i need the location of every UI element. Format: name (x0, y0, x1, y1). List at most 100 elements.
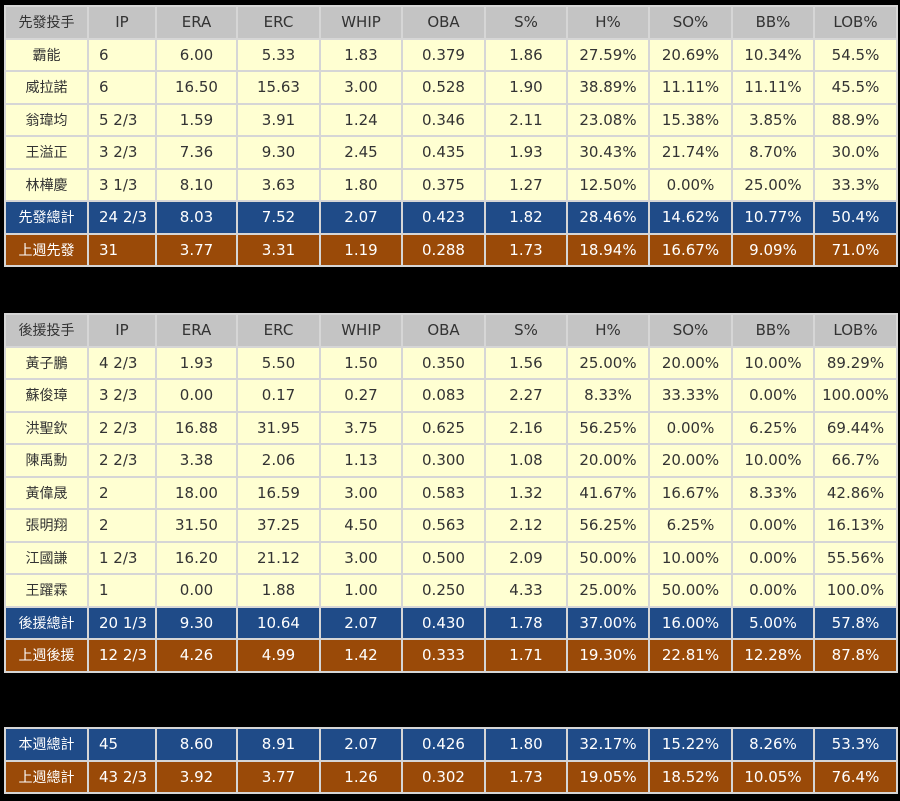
stat-cell: 16.13% (813, 508, 898, 543)
stat-cell: 12.50% (566, 167, 650, 202)
stat-cell: 30.43% (566, 135, 650, 170)
stat-cell: 1.78 (484, 605, 568, 640)
stat-cell: 25.00% (731, 167, 815, 202)
stat-cell: 15.22% (648, 727, 733, 762)
column-header: S% (484, 313, 568, 348)
stat-cell: 100.0% (813, 573, 898, 608)
row-label: 王躍霖 (4, 573, 89, 608)
stat-cell: 10.00% (731, 443, 815, 478)
stat-cell: 1.82 (484, 200, 568, 235)
row-label: 陳禹勳 (4, 443, 89, 478)
stat-cell: 16.67% (648, 232, 733, 267)
total-row: 後援總計 20 1/3 9.30 10.64 2.07 0.430 1.78 37.00% 16… (4, 605, 898, 640)
stat-cell: 32.17% (566, 727, 650, 762)
stat-cell: 10.34% (731, 37, 815, 72)
stat-cell: 1.71 (484, 638, 568, 673)
stat-cell: 4 2/3 (87, 345, 157, 380)
stat-cell: 50.00% (648, 573, 733, 608)
stat-cell: 0.288 (401, 232, 486, 267)
total-row: 先發總計 24 2/3 8.03 7.52 2.07 0.423 1.82 28.46% 14.… (4, 200, 898, 235)
row-label: 霸能 (4, 37, 89, 72)
column-header: ERC (236, 5, 321, 40)
stat-cell: 0.083 (401, 378, 486, 413)
stat-cell: 1.93 (155, 345, 238, 380)
stat-cell: 20 1/3 (87, 605, 157, 640)
stat-cell: 31.95 (236, 410, 321, 445)
stat-cell: 10.64 (236, 605, 321, 640)
pitcher-row: 張明翔 2 31.50 37.25 4.50 0.563 2.12 56.25% 6.25% 0.… (4, 508, 898, 543)
pitcher-row: 黃子鵬 4 2/3 1.93 5.50 1.50 0.350 1.56 25.00% 20.00… (4, 345, 898, 380)
stat-cell: 8.60 (155, 727, 238, 762)
stat-cell: 0.00% (731, 508, 815, 543)
row-label: 江國謙 (4, 540, 89, 575)
stat-cell: 8.70% (731, 135, 815, 170)
stat-cell: 21.12 (236, 540, 321, 575)
stat-cell: 2.09 (484, 540, 568, 575)
stat-cell: 1.93 (484, 135, 568, 170)
column-header: LOB% (813, 5, 898, 40)
stat-cell: 2.27 (484, 378, 568, 413)
stat-cell: 3.77 (155, 232, 238, 267)
stat-cell: 2.11 (484, 102, 568, 137)
stat-cell: 71.0% (813, 232, 898, 267)
stat-cell: 3 2/3 (87, 378, 157, 413)
stat-cell: 2.07 (319, 605, 403, 640)
stat-cell: 1.88 (236, 573, 321, 608)
stat-cell: 0.333 (401, 638, 486, 673)
stat-cell: 0.435 (401, 135, 486, 170)
stat-cell: 3.00 (319, 475, 403, 510)
stat-cell: 0.379 (401, 37, 486, 72)
stat-cell: 10.77% (731, 200, 815, 235)
total-row: 本週總計 45 8.60 8.91 2.07 0.426 1.80 32.17% 15.22% 8… (4, 727, 898, 762)
stat-cell: 3.63 (236, 167, 321, 202)
stat-cell: 3.92 (155, 759, 238, 794)
stat-cell: 24 2/3 (87, 200, 157, 235)
stat-cell: 6.25% (731, 410, 815, 445)
stat-cell: 5 2/3 (87, 102, 157, 137)
stat-cell: 37.25 (236, 508, 321, 543)
stat-cell: 12 2/3 (87, 638, 157, 673)
stat-cell: 21.74% (648, 135, 733, 170)
stat-cell: 16.20 (155, 540, 238, 575)
pitcher-row: 蘇俊璋 3 2/3 0.00 0.17 0.27 0.083 2.27 8.33% 33.33%… (4, 378, 898, 413)
column-header: LOB% (813, 313, 898, 348)
row-label: 後援總計 (4, 605, 89, 640)
stat-cell: 1.26 (319, 759, 403, 794)
stat-cell: 33.33% (648, 378, 733, 413)
section-title: 後援投手 (4, 313, 89, 348)
stat-cell: 3 1/3 (87, 167, 157, 202)
stat-cell: 0.426 (401, 727, 486, 762)
stat-cell: 8.10 (155, 167, 238, 202)
column-header: IP (87, 313, 157, 348)
column-header: WHIP (319, 5, 403, 40)
last-week-row: 上週後援 12 2/3 4.26 4.99 1.42 0.333 1.71 19.30% 22.… (4, 638, 898, 673)
stat-cell: 16.88 (155, 410, 238, 445)
stat-cell: 8.91 (236, 727, 321, 762)
stat-cell: 30.0% (813, 135, 898, 170)
stat-cell: 12.28% (731, 638, 815, 673)
row-label: 上週後援 (4, 638, 89, 673)
stat-cell: 18.00 (155, 475, 238, 510)
stat-cell: 1.19 (319, 232, 403, 267)
stat-cell: 0.375 (401, 167, 486, 202)
stat-cell: 0.302 (401, 759, 486, 794)
stat-cell: 16.67% (648, 475, 733, 510)
stat-cell: 57.8% (813, 605, 898, 640)
row-label: 蘇俊璋 (4, 378, 89, 413)
stat-cell: 1.73 (484, 759, 568, 794)
stat-cell: 3.38 (155, 443, 238, 478)
stat-cell: 31 (87, 232, 157, 267)
stat-cell: 5.50 (236, 345, 321, 380)
stat-cell: 50.4% (813, 200, 898, 235)
stat-cell: 2.07 (319, 727, 403, 762)
stat-cell: 53.3% (813, 727, 898, 762)
stat-cell: 2 2/3 (87, 443, 157, 478)
stat-cell: 1.80 (319, 167, 403, 202)
column-header: IP (87, 5, 157, 40)
stat-cell: 76.4% (813, 759, 898, 794)
stat-cell: 8.33% (731, 475, 815, 510)
column-header: ERA (155, 5, 238, 40)
stat-cell: 18.52% (648, 759, 733, 794)
stat-cell: 1.83 (319, 37, 403, 72)
stat-cell: 19.30% (566, 638, 650, 673)
